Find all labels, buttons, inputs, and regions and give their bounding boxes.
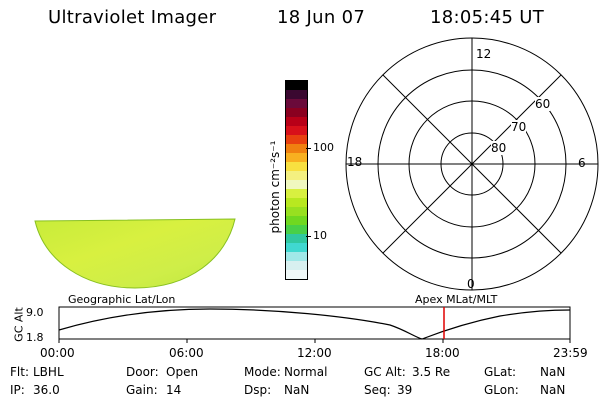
ip-value: 36.0	[33, 383, 60, 397]
timeline-right-title: Apex MLat/MLT	[415, 293, 498, 306]
colorbar-band	[286, 189, 307, 198]
colorbar-tick-100: 100	[313, 141, 334, 154]
colorbar-band	[286, 99, 307, 108]
timeline-left-title: Geographic Lat/Lon	[68, 293, 176, 306]
colorbar-band	[286, 270, 307, 279]
colorbar-band	[286, 243, 307, 252]
colorbar-band	[286, 252, 307, 261]
colorbar-band	[286, 135, 307, 144]
colorbar-band	[286, 198, 307, 207]
time-label: 18:05:45 UT	[430, 7, 545, 28]
timeline-tick-0: 00:00	[40, 346, 75, 360]
timeline-ticks	[58, 339, 571, 343]
colorbar	[285, 80, 308, 280]
app-title: Ultraviolet Imager	[48, 7, 217, 28]
altitude-curve	[58, 308, 571, 340]
mode-label: Mode:	[244, 365, 281, 379]
ip-label: IP:	[10, 383, 25, 397]
gain-value: 14	[166, 383, 182, 397]
colorbar-band	[286, 162, 307, 171]
colorbar-band	[286, 153, 307, 162]
colorbar-band	[286, 144, 307, 153]
seq-value: 39	[397, 383, 413, 397]
date-label: 18 Jun 07	[277, 7, 366, 28]
dsp-label: Dsp:	[244, 383, 272, 397]
door-label: Door:	[126, 365, 159, 379]
colorbar-band	[286, 207, 307, 216]
colorbar-band	[286, 90, 307, 99]
polar-label-left: 18	[347, 155, 363, 169]
colorbar-band	[286, 81, 307, 90]
glat-value: NaN	[540, 365, 566, 379]
flt-label: Flt:	[10, 365, 29, 379]
colorbar-band	[286, 216, 307, 225]
dsp-value: NaN	[284, 383, 310, 397]
timeline-ymax: 9.0	[26, 306, 44, 319]
colorbar-band	[286, 225, 307, 234]
colorbar-band	[286, 171, 307, 180]
polar-label-right: 6	[578, 156, 586, 170]
polar-label-bottom: 0	[467, 277, 475, 291]
colorbar-band	[286, 180, 307, 189]
glon-value: NaN	[540, 383, 566, 397]
colorbar-band	[286, 117, 307, 126]
timeline-tick-4: 23:59	[553, 346, 588, 360]
colorbar-band	[286, 126, 307, 135]
polar-label-top: 12	[476, 47, 492, 61]
glat-label: GLat:	[484, 365, 517, 379]
colorbar-tick-10: 10	[313, 229, 327, 242]
timeline-tick-3: 18:00	[425, 346, 460, 360]
timeline-ymin: 1.8	[26, 331, 44, 344]
mode-value: Normal	[284, 365, 328, 379]
timeline-frame	[58, 306, 571, 340]
timeline-tick-1: 06:00	[169, 346, 204, 360]
colorbar-band	[286, 234, 307, 243]
colorbar-band	[286, 108, 307, 117]
gcalt-label: GC Alt:	[364, 365, 406, 379]
seq-label: Seq:	[364, 383, 391, 397]
colorbar-band	[286, 261, 307, 270]
ring-label-60: 60	[535, 97, 551, 111]
gcalt-value: 3.5 Re	[412, 365, 451, 379]
ring-label-80: 80	[491, 141, 507, 155]
door-value: Open	[166, 365, 199, 379]
glon-label: GLon:	[484, 383, 519, 397]
flt-value: LBHL	[33, 365, 64, 379]
auroral-image-fill	[34, 218, 236, 289]
gain-label: Gain:	[126, 383, 158, 397]
ring-label-70: 70	[511, 120, 527, 134]
timeline-tick-2: 12:00	[297, 346, 332, 360]
